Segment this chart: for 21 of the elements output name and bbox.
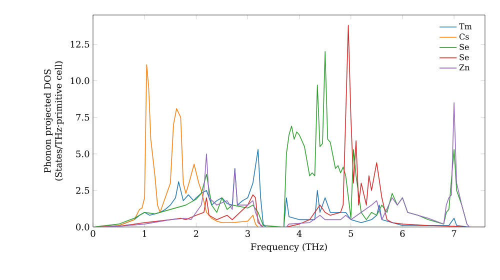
legend-label: Se [460,54,469,60]
y-tick-label: 5.0 [76,150,90,158]
x-axis-title: Frequency (THz) [250,243,327,252]
x-tick-label: 0 [90,230,96,237]
x-tick-label: 5 [348,230,354,237]
y-tick-label: 0.0 [76,224,90,230]
legend-label: Cs [459,34,469,40]
legend-label: Zn [459,64,470,70]
y-tick-label: 2.5 [76,187,90,194]
y-axis-title: Phonon projected DOS (States/THz·primitive cell) [44,61,64,181]
y-tick-label: 12.5 [70,40,90,48]
legend-label: Tm [459,23,472,30]
x-tick-label: 2 [194,230,198,237]
x-tick-label: 7 [452,230,456,237]
y-tick-label: 7.5 [76,114,90,121]
x-tick-label: 3 [246,230,250,237]
y-tick-label: 10.0 [70,77,90,84]
x-tick-label: 6 [400,230,405,237]
x-tick-label: 4 [296,230,302,237]
legend-label: Se [460,44,469,50]
x-tick-label: 1 [142,230,146,237]
